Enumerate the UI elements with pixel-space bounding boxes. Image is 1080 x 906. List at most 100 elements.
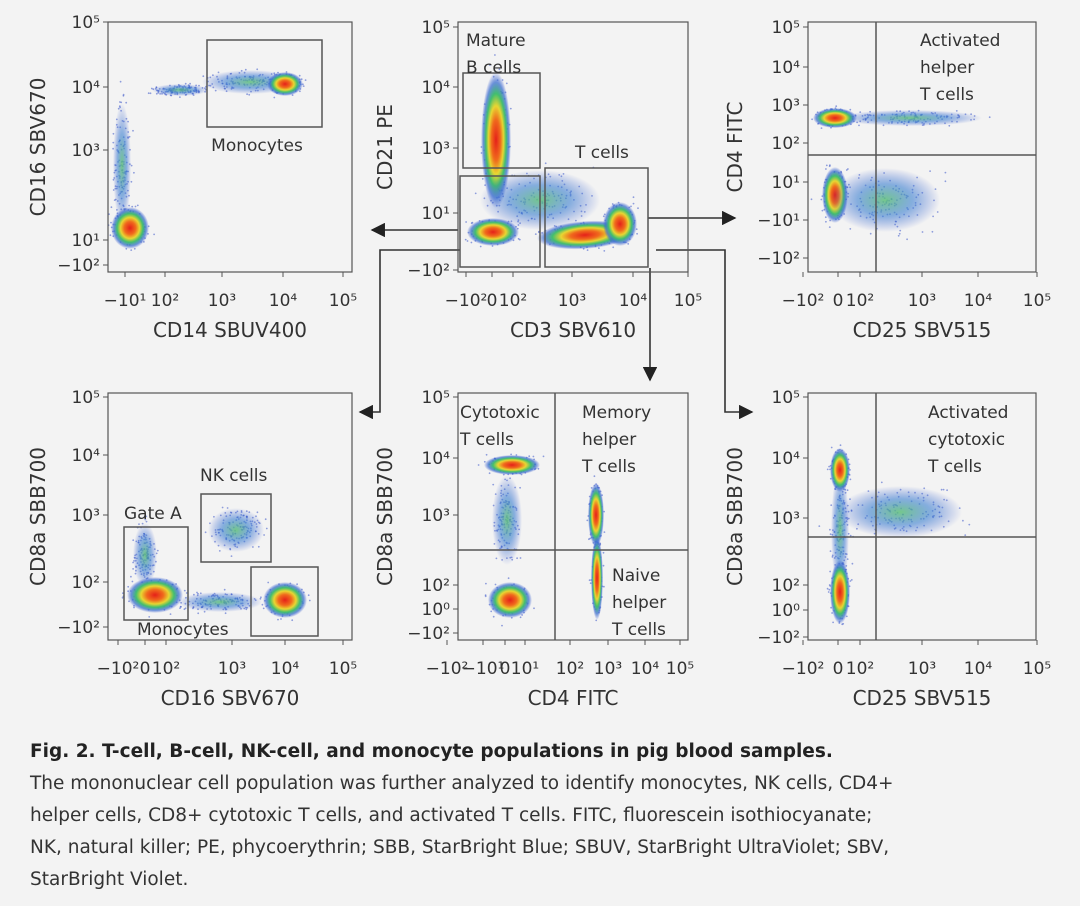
event-dot (125, 101, 128, 104)
density-blob (830, 560, 850, 624)
x-tick-label: 10² (846, 291, 874, 311)
gate-label: Activated (928, 403, 1008, 423)
event-dot (588, 538, 590, 541)
event-dot (603, 531, 606, 533)
event-dot (495, 557, 498, 560)
event-dot (825, 220, 827, 223)
event-dot (149, 92, 152, 95)
gate (206, 39, 323, 128)
event-dot (847, 168, 849, 170)
event-dot (494, 54, 496, 56)
x-tick-label: 10² (846, 659, 874, 679)
x-tick-label: 10² (152, 659, 180, 679)
event-dot (829, 164, 831, 167)
event-dot (498, 68, 501, 71)
event-dot (130, 180, 133, 183)
event-dot (470, 241, 473, 244)
event-dot (586, 519, 589, 522)
gate-label: helper (582, 430, 636, 450)
y-tick-label: 10⁴ (772, 449, 801, 469)
event-dot (230, 555, 233, 557)
event-dot (485, 453, 488, 456)
event-dot (542, 455, 545, 458)
density-plot (107, 68, 307, 252)
event-dot (131, 580, 134, 583)
x-tick-label: 10³ (908, 291, 936, 311)
gate-label: T cells (459, 430, 514, 450)
y-tick-label: 10² (72, 573, 100, 593)
event-dot (830, 446, 833, 449)
event-dot (492, 483, 495, 486)
event-dot (304, 79, 307, 81)
y-tick-label: 10¹ (72, 231, 100, 251)
event-dot (179, 96, 181, 98)
gate-label: T cells (581, 457, 636, 477)
x-tick-label: 10⁴ (271, 659, 300, 679)
gate-label: T cells (919, 85, 974, 105)
event-dot (474, 192, 477, 195)
y-tick-label: −10² (407, 624, 450, 644)
arrow (358, 249, 460, 420)
event-dot (280, 618, 282, 620)
density-plot (810, 105, 991, 241)
y-tick-label: 10² (422, 576, 450, 596)
event-dot (202, 75, 205, 78)
event-dot (248, 93, 251, 96)
event-dot (492, 615, 495, 618)
event-dot (307, 594, 310, 597)
x-tick-label: −10² (782, 291, 825, 311)
gate-label: Monocytes (137, 620, 229, 640)
event-dot (936, 211, 939, 213)
event-dot (130, 575, 132, 578)
density-blob (813, 108, 857, 128)
density-blob (830, 168, 940, 232)
x-tick-label: 10⁵ (1023, 659, 1051, 679)
event-dot (150, 87, 153, 90)
x-tick-label: 10² (499, 291, 527, 311)
event-dot (849, 580, 852, 582)
event-dot (481, 178, 484, 180)
event-dot (465, 221, 467, 223)
y-tick-label: 10⁵ (422, 18, 450, 38)
event-dot (134, 205, 137, 208)
event-dot (603, 585, 605, 588)
density-blob (838, 486, 962, 538)
event-dot (132, 129, 134, 132)
x-tick-label: 10³ (558, 291, 586, 311)
event-dot (636, 232, 638, 235)
event-dot (471, 221, 474, 224)
event-dot (944, 180, 947, 183)
event-dot (183, 589, 186, 592)
event-dot (850, 579, 853, 581)
event-dot (488, 472, 491, 475)
x-tick-label: 10⁴ (269, 291, 298, 311)
event-dot (528, 455, 531, 458)
event-dot (825, 168, 827, 170)
event-dot (197, 612, 200, 615)
y-axis-label: CD8a SBB700 (373, 447, 397, 586)
x-tick-label: 10³ (594, 659, 622, 679)
event-dot (586, 249, 589, 252)
event-dot (136, 204, 139, 207)
x-tick-label: 0 (500, 659, 511, 679)
y-tick-label: −10¹ (757, 211, 800, 231)
event-dot (602, 551, 605, 554)
plot-frame (457, 21, 689, 273)
gate-label: Cytotoxic (460, 403, 540, 423)
event-dot (490, 610, 493, 613)
event-dot (308, 599, 311, 602)
event-dot (298, 74, 301, 77)
arrows (358, 210, 754, 420)
event-dot (156, 549, 159, 552)
event-dot (261, 603, 264, 606)
event-dot (820, 198, 823, 201)
event-dot (153, 233, 156, 236)
caption-title: Fig. 2. T-cell, B-cell, NK-cell, and mon… (30, 741, 833, 762)
event-dot (509, 107, 512, 110)
density-blob (263, 582, 307, 618)
gate-label: B cells (466, 58, 521, 78)
